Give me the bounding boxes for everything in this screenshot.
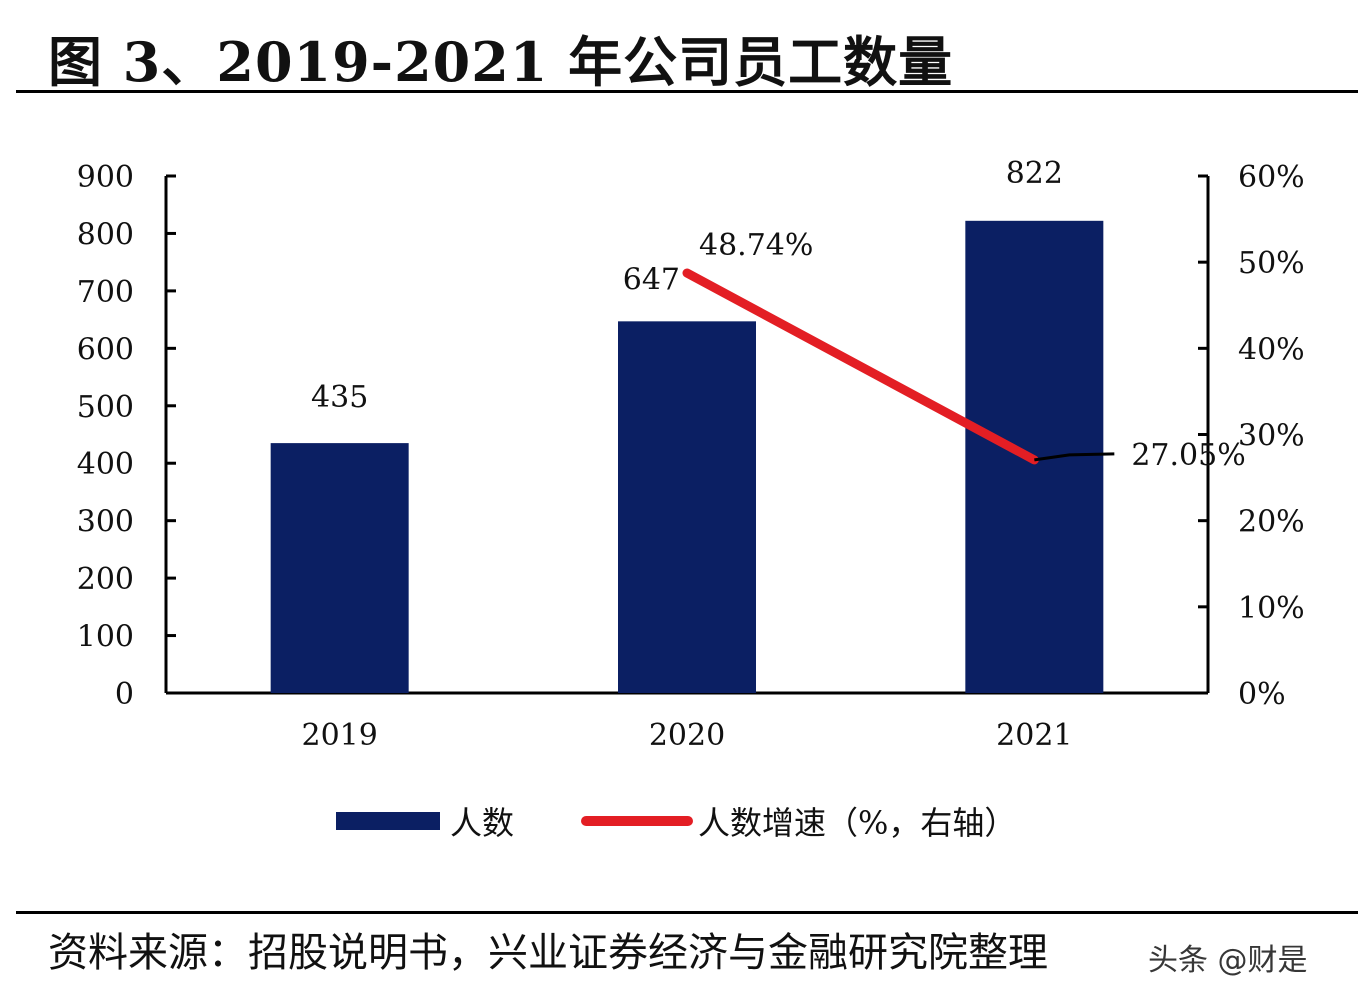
leader-line	[1034, 452, 1115, 462]
source-rule	[16, 911, 1358, 914]
growth-line	[682, 268, 1039, 465]
right-tick-label: 60%	[1238, 160, 1305, 195]
left-tick-label: 300	[77, 505, 134, 540]
left-tick-label: 200	[77, 562, 134, 597]
left-tick-label: 100	[77, 620, 134, 655]
bar	[270, 443, 409, 693]
data-labels: 435 647 822 48.74% 27.05%	[311, 156, 1246, 473]
legend: 人数 人数增速（%，右轴）	[336, 804, 1016, 842]
source-note: 资料来源：招股说明书，兴业证券经济与金融研究院整理	[48, 930, 1048, 976]
bar	[618, 321, 756, 693]
bar-value-label: 647	[623, 262, 680, 297]
right-tick-label: 20%	[1238, 505, 1305, 540]
left-tick-label: 700	[77, 275, 134, 310]
legend-bar-label: 人数	[450, 804, 514, 842]
x-tick-label: 2020	[649, 718, 725, 753]
left-tick-label: 500	[77, 390, 134, 425]
watermark: 头条 @财是	[1148, 943, 1308, 978]
left-tick-label: 400	[77, 447, 134, 482]
right-tick-label: 0%	[1238, 677, 1286, 712]
bar-series	[270, 220, 1104, 693]
left-tick-label: 0	[115, 677, 134, 712]
right-tick-label: 10%	[1238, 591, 1305, 626]
right-tick-label: 30%	[1238, 419, 1305, 454]
title-rule	[16, 90, 1358, 93]
x-tick-label: 2019	[301, 718, 377, 753]
right-tick-label: 40%	[1238, 332, 1305, 367]
line-series	[682, 268, 1039, 465]
chart-title: 图 3、2019-2021 年公司员工数量	[48, 30, 954, 94]
left-tick-label: 600	[77, 332, 134, 367]
line-value-label: 48.74%	[699, 228, 813, 263]
legend-bar-swatch	[336, 812, 440, 830]
legend-line-label: 人数增速（%，右轴）	[698, 804, 1016, 842]
left-tick-label: 800	[77, 217, 134, 252]
right-tick-label: 50%	[1238, 246, 1305, 281]
x-tick-label: 2021	[996, 718, 1072, 753]
left-tick-label: 900	[77, 160, 134, 195]
line-value-label: 27.05%	[1131, 438, 1245, 473]
bar-value-label: 435	[311, 380, 368, 415]
bar-value-label: 822	[1006, 156, 1063, 191]
